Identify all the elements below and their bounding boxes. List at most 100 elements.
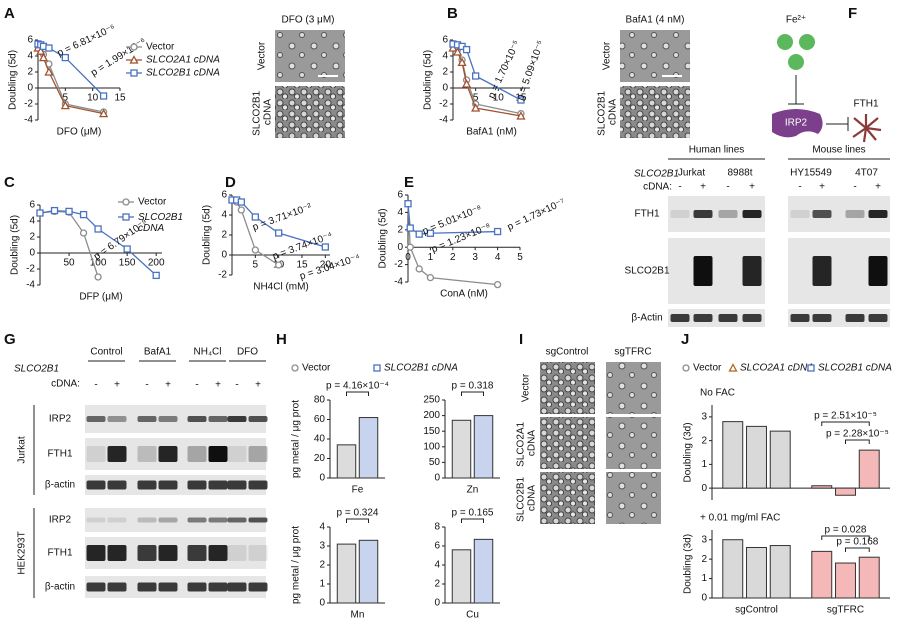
x-tick-label: 100 <box>90 258 107 269</box>
y-tick-label: 6 <box>221 190 227 201</box>
x-tick-label: 5 <box>63 93 69 104</box>
marker <box>94 225 102 233</box>
y-tick-label: 0 <box>442 83 448 94</box>
x-tick-label: 50 <box>63 258 75 269</box>
y-axis-label: pg metal / μg prot <box>291 526 302 604</box>
y-tick-label: 1 <box>319 579 325 590</box>
row-label: β-actin <box>45 480 75 491</box>
bracket <box>346 391 369 396</box>
y-tick-label: -4 <box>24 115 33 126</box>
y-tick-label: 0 <box>434 598 440 609</box>
bar <box>811 550 833 599</box>
y-tick-label: 1 <box>701 573 707 584</box>
y-tick-label: 80 <box>314 395 326 406</box>
blot <box>788 309 890 327</box>
blot-band <box>137 582 157 592</box>
lane-sign: - <box>726 182 729 193</box>
bar <box>473 415 494 479</box>
column-label: sgControl <box>546 347 589 358</box>
panel-label: F <box>848 5 857 22</box>
y-tick-label: -2 <box>26 264 35 275</box>
bracket <box>845 439 870 444</box>
blot-band <box>208 582 228 592</box>
y-tick-label: 2 <box>701 554 707 565</box>
lane-sign: - <box>195 380 198 391</box>
legend-label: SLCO2B1 cDNA <box>138 212 186 234</box>
x-axis-label: ConA (nM) <box>440 289 488 300</box>
marker <box>122 213 130 221</box>
panel-f-diagram: Fe²⁺ IRP2 FTH1 <box>772 15 882 143</box>
blot-band <box>790 314 810 322</box>
lane-sign: - <box>145 380 148 391</box>
image-row-label: Vector <box>257 41 268 70</box>
row-label: SLCO2A1 cDNA <box>515 419 537 467</box>
lane-sign: - <box>853 182 856 193</box>
blot-band <box>158 416 178 422</box>
marker <box>321 243 329 251</box>
y-tick-label: 6 <box>434 541 440 552</box>
p-value: p = 0.168 <box>836 537 878 548</box>
treatment: DFO <box>237 347 258 358</box>
marker <box>61 53 69 62</box>
y-tick-label: 4 <box>27 51 33 62</box>
marker <box>493 280 502 289</box>
y-axis-label: Doubling (5d) <box>202 205 213 265</box>
marker <box>415 230 423 238</box>
blot-band <box>248 480 268 490</box>
blot-band <box>868 256 888 286</box>
bracket <box>346 518 369 523</box>
lane-sign: - <box>235 380 238 391</box>
bracket <box>845 547 870 552</box>
bar <box>835 487 856 496</box>
bar <box>835 562 856 599</box>
y-tick-label: 0 <box>434 473 440 484</box>
x-tick-label: 4 <box>495 252 501 263</box>
marker <box>129 55 139 64</box>
legend-label: Vector <box>693 363 722 374</box>
blot-band <box>187 416 207 422</box>
blot-band <box>742 210 762 218</box>
y-tick-label: 0 <box>29 248 35 259</box>
marker <box>36 209 44 217</box>
blot-band <box>86 446 106 462</box>
blot-band <box>742 256 762 286</box>
y-tick-label: 50 <box>429 457 441 468</box>
lane-sign: + <box>749 182 755 193</box>
y-tick-label: 3 <box>701 534 707 545</box>
y-tick-label: 0 <box>701 593 707 604</box>
target-label: FTH1 <box>854 99 879 110</box>
text-line: cDNA <box>262 99 273 125</box>
fth1-burst <box>852 114 882 143</box>
blot-band <box>107 517 127 523</box>
lane-sign: + <box>875 182 881 193</box>
blot-band <box>187 582 207 592</box>
row-label: IRP2 <box>49 414 72 425</box>
y-axis-label: Doubling (5d) <box>10 215 21 275</box>
chart-title: + 0.01 mg/ml FAC <box>700 513 780 524</box>
marker <box>251 213 259 221</box>
marker <box>36 46 46 55</box>
y-tick-label: 2 <box>434 579 440 590</box>
bar <box>746 425 767 489</box>
blot-band <box>248 582 268 592</box>
blot-band <box>107 582 127 592</box>
y-tick-label: 40 <box>314 434 326 445</box>
y-tick-label: 20 <box>314 453 326 464</box>
marker <box>461 79 472 88</box>
blot-band <box>187 480 207 490</box>
legend-label: Vector <box>302 363 331 374</box>
bar <box>336 543 357 604</box>
cell-line: HEK293T <box>17 531 28 574</box>
y-tick-label: -4 <box>394 277 403 288</box>
blot-band <box>158 545 178 561</box>
text-line: SLCO2B1 <box>515 474 526 522</box>
p-value: p = 3.04×10⁻⁴ <box>298 252 361 282</box>
y-tick-label: 6 <box>27 35 33 46</box>
blot-band <box>718 210 738 218</box>
marker <box>471 72 480 80</box>
y-tick-label: 2 <box>29 232 35 243</box>
ion-label: Fe²⁺ <box>786 15 806 26</box>
cell-line: 8988t <box>727 168 752 179</box>
marker <box>237 206 245 214</box>
